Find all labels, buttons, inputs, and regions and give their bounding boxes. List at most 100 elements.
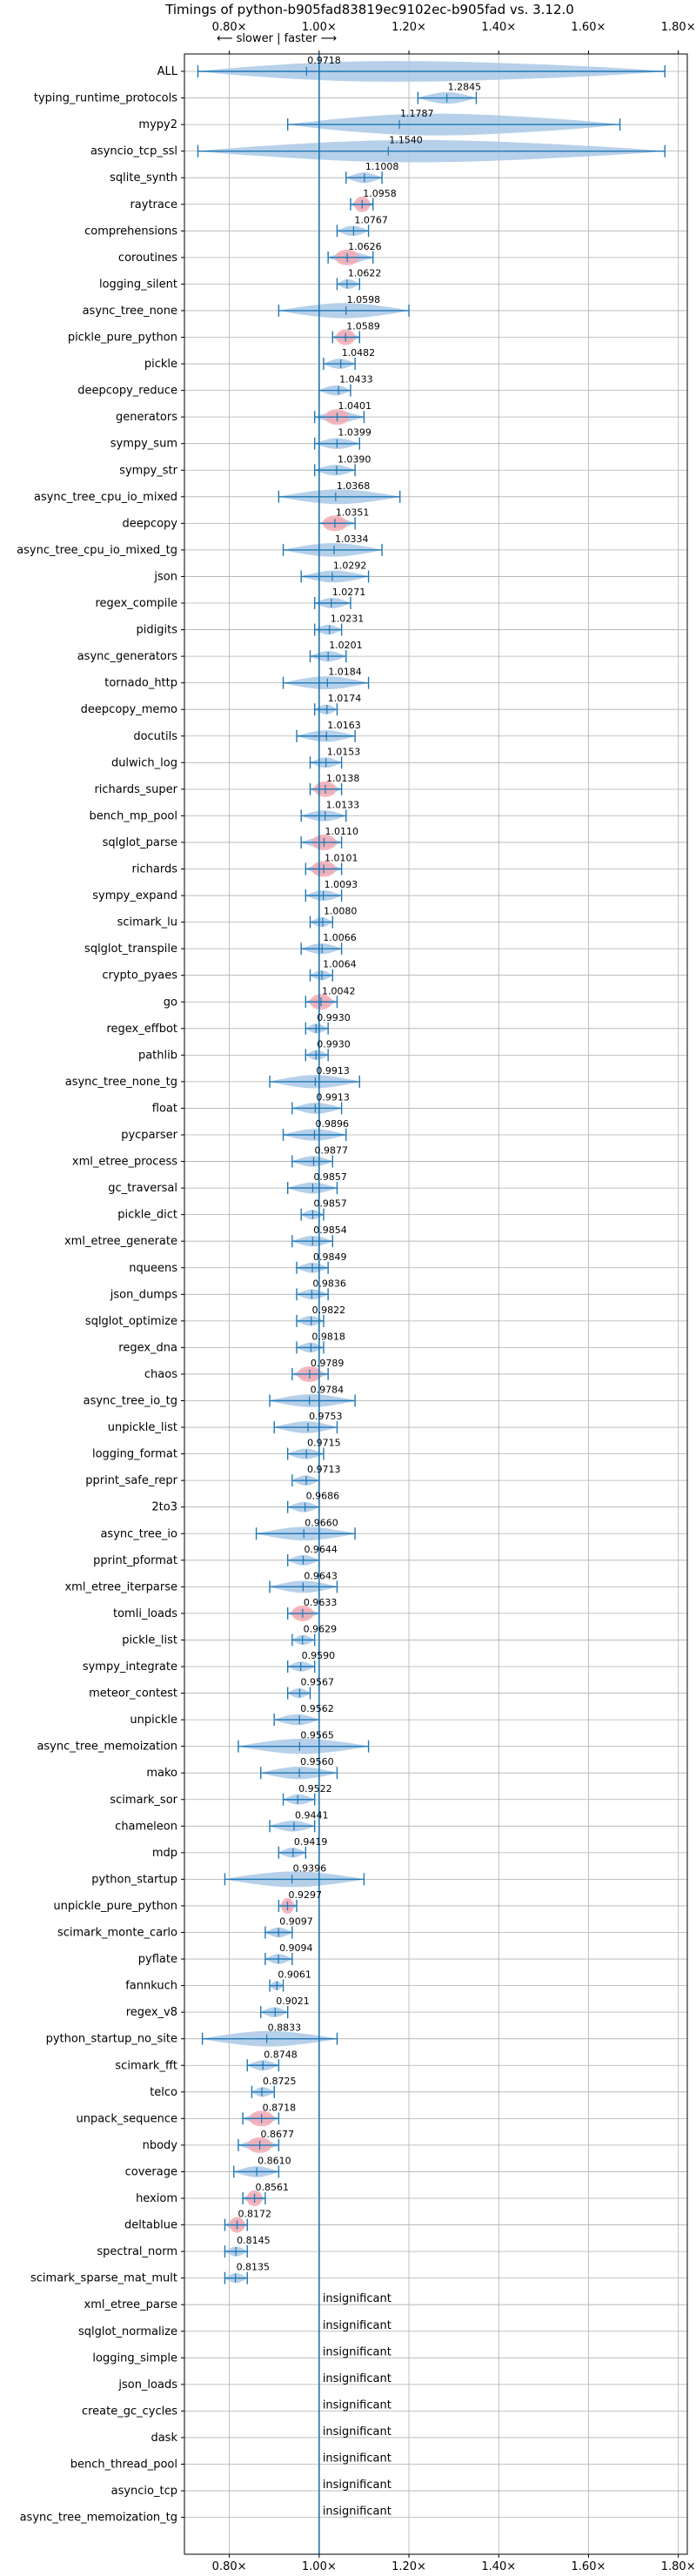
benchmark-label: sqlglot_optimize bbox=[85, 1315, 177, 1328]
benchmark-label: python_startup bbox=[91, 1873, 177, 1886]
plot-frame bbox=[184, 53, 688, 2555]
benchmark-label: sympy_integrate bbox=[83, 1660, 177, 1674]
benchmark-label: tornado_http bbox=[104, 677, 177, 690]
value-label: 1.0163 bbox=[327, 720, 361, 731]
value-label: 1.0080 bbox=[324, 906, 358, 917]
benchmark-label: async_tree_cpu_io_mixed bbox=[34, 491, 177, 504]
x-tick-label-top: 1.80× bbox=[661, 21, 696, 34]
benchmark-label: sqlite_synth bbox=[110, 171, 177, 184]
benchmark-label: dulwich_log bbox=[111, 756, 177, 769]
value-label: 1.1540 bbox=[389, 135, 423, 146]
value-label: 1.0066 bbox=[323, 932, 357, 943]
axes: 0.80× 0.80× 1.00× 1.00× 1.20× 1.20× 1.40× 1.40×… bbox=[17, 21, 695, 2573]
benchmark-label: coroutines bbox=[118, 252, 177, 265]
benchmark-label: crypto_pyaes bbox=[102, 969, 177, 983]
benchmark-label: sympy_expand bbox=[92, 889, 177, 902]
benchmark-label: async_tree_none bbox=[83, 305, 177, 318]
value-label: 1.0201 bbox=[329, 640, 363, 651]
benchmark-label: unpickle_list bbox=[108, 1421, 177, 1434]
x-tick-label-top: 1.40× bbox=[481, 21, 516, 34]
benchmark-label: mypy2 bbox=[138, 118, 177, 131]
benchmark-label: scimark_monte_carlo bbox=[57, 1927, 177, 1940]
value-label: 1.0042 bbox=[322, 985, 356, 996]
benchmark-label: richards bbox=[132, 863, 178, 876]
value-label: 0.9441 bbox=[295, 1809, 329, 1821]
benchmark-label: telco bbox=[150, 2086, 177, 2099]
value-label: 0.9567 bbox=[300, 1677, 334, 1688]
benchmark-label: mako bbox=[146, 1767, 177, 1780]
benchmark-label: deepcopy bbox=[122, 517, 177, 530]
benchmark-label: deepcopy_reduce bbox=[77, 385, 177, 398]
value-label: 0.9590 bbox=[302, 1650, 336, 1661]
value-label: 0.9753 bbox=[309, 1411, 343, 1422]
value-label: 0.8833 bbox=[268, 2023, 302, 2034]
value-label: 1.0401 bbox=[338, 400, 372, 412]
benchmark-label: typing_runtime_protocols bbox=[34, 92, 177, 105]
benchmark-label: comprehensions bbox=[84, 225, 177, 238]
insignificant-label: insignificant bbox=[323, 2479, 392, 2492]
benchmark-label: sympy_str bbox=[119, 464, 177, 477]
value-label: 1.0589 bbox=[346, 321, 380, 332]
value-label: 0.9849 bbox=[313, 1251, 347, 1263]
benchmark-label: coverage bbox=[125, 2165, 177, 2178]
value-label: 0.9562 bbox=[300, 1703, 334, 1714]
value-label: 0.9896 bbox=[315, 1118, 349, 1130]
value-label: 1.1787 bbox=[400, 108, 434, 119]
value-label: 0.9715 bbox=[307, 1438, 341, 1449]
insignificant-label: insignificant bbox=[323, 2425, 392, 2438]
value-label: 0.9854 bbox=[313, 1224, 347, 1236]
benchmark-label: json_loads bbox=[117, 2378, 177, 2392]
chart-title: Timings of python-b905fad83819ec9102ec-b… bbox=[164, 2, 574, 17]
benchmark-label: float bbox=[152, 1102, 177, 1115]
benchmark-label: raytrace bbox=[130, 198, 177, 211]
benchmark-label: xml_etree_process bbox=[72, 1156, 177, 1169]
benchmark-label: xml_etree_iterparse bbox=[64, 1580, 177, 1593]
value-label: 0.9818 bbox=[311, 1331, 345, 1342]
value-label: 0.8718 bbox=[263, 2102, 297, 2113]
value-label: 1.0093 bbox=[325, 879, 358, 890]
benchmark-label: python_startup_no_site bbox=[46, 2033, 177, 2046]
benchmark-label: logging_silent bbox=[99, 278, 177, 291]
benchmark-label: scimark_lu bbox=[117, 916, 177, 929]
value-label: 0.8725 bbox=[263, 2076, 297, 2087]
benchmark-label: async_tree_memoization bbox=[37, 1741, 177, 1754]
value-label: 1.1008 bbox=[365, 161, 399, 172]
value-label: 1.0174 bbox=[328, 693, 362, 704]
benchmark-label: scimark_sor bbox=[110, 1794, 177, 1807]
benchmark-label: create_gc_cycles bbox=[82, 2405, 177, 2418]
value-label: 0.9522 bbox=[298, 1783, 332, 1794]
insignificant-label: insignificant bbox=[323, 2345, 392, 2358]
x-tick-label-top: 1.00× bbox=[302, 21, 337, 34]
benchmark-label: spectral_norm bbox=[97, 2245, 177, 2258]
value-label: 0.9913 bbox=[316, 1065, 350, 1077]
value-label: 1.0292 bbox=[333, 560, 367, 571]
insignificant-label: insignificant bbox=[323, 2506, 392, 2519]
value-label: 0.9784 bbox=[311, 1385, 345, 1396]
x-tick-label-top: 1.60× bbox=[572, 21, 606, 34]
value-label: 1.0153 bbox=[327, 746, 361, 757]
value-label: 1.0626 bbox=[348, 241, 382, 252]
benchmark-label: sqlglot_parse bbox=[103, 836, 177, 849]
x-tick-label-bottom: 0.80× bbox=[212, 2560, 247, 2573]
benchmark-label: scimark_sparse_mat_mult bbox=[30, 2272, 177, 2285]
benchmark-label: logging_format bbox=[92, 1448, 177, 1461]
value-label: 1.0351 bbox=[336, 506, 370, 518]
value-label: 0.9097 bbox=[279, 1916, 313, 1928]
benchmark-label: ALL bbox=[157, 65, 178, 78]
benchmark-label: async_tree_none_tg bbox=[65, 1076, 177, 1089]
labels: 0.9718 1.2845 1.1787 1.1540 1.1008 1.0958 1.07… bbox=[237, 55, 482, 2519]
value-label: 1.0138 bbox=[326, 773, 360, 784]
value-label: 1.0101 bbox=[325, 853, 358, 864]
value-label: 0.9061 bbox=[278, 1969, 311, 1981]
benchmark-label: regex_effbot bbox=[106, 1023, 177, 1036]
benchmark-label: unpickle bbox=[130, 1714, 177, 1727]
value-label: 1.0399 bbox=[338, 427, 371, 439]
benchmark-label: json_dumps bbox=[110, 1288, 177, 1301]
value-label: 0.9021 bbox=[276, 1996, 310, 2007]
benchmark-label: sqlglot_transpile bbox=[84, 943, 177, 956]
value-label: 1.0110 bbox=[325, 826, 358, 837]
benchmark-label: docutils bbox=[133, 730, 177, 743]
benchmark-label: deepcopy_memo bbox=[81, 703, 177, 716]
value-label: 0.9660 bbox=[304, 1517, 338, 1528]
